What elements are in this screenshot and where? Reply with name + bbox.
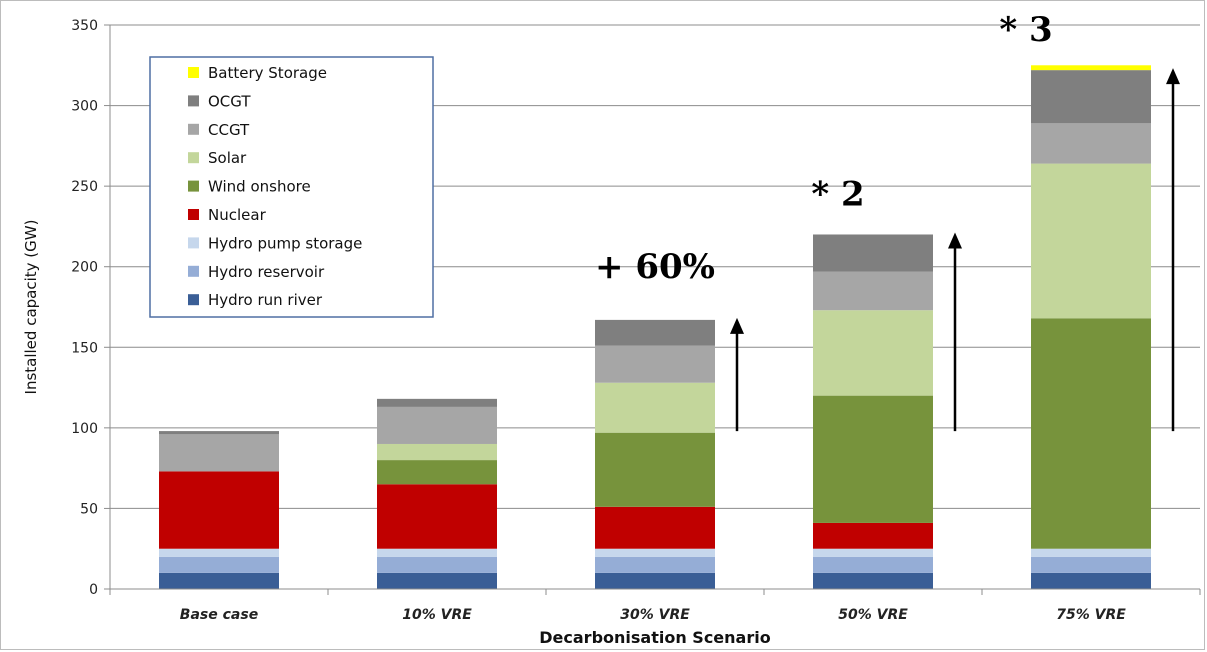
legend-swatch (188, 152, 199, 164)
x-tick-label: 30% VRE (620, 607, 690, 623)
legend-swatch (188, 180, 199, 192)
bar-segment-hydro-run-river (159, 572, 279, 589)
legend-swatch (188, 95, 199, 107)
legend-label: Solar (208, 149, 247, 167)
x-tick-label: 75% VRE (1056, 607, 1126, 623)
annotation-label: * 2 (811, 174, 864, 214)
x-tick-label: 50% VRE (838, 607, 908, 623)
bar-segment-solar (595, 382, 715, 433)
bar-segment-hydro-reservoir (1031, 556, 1151, 573)
bar-segment-hydro-pump-storage (1031, 548, 1151, 557)
bar-segment-ccgt (1031, 123, 1151, 164)
bar-segment-hydro-pump-storage (159, 548, 279, 557)
legend-label: Hydro pump storage (208, 234, 362, 252)
annotations: + 60% * 2 * 3 (595, 10, 1180, 432)
legend-label: OCGT (208, 92, 251, 110)
bar-segment-hydro-run-river (1031, 572, 1151, 589)
x-tick-label: Base case (180, 607, 258, 623)
bar-segment-wind-onshore (813, 395, 933, 523)
legend-swatch (188, 294, 199, 306)
legend-label: Battery Storage (208, 64, 327, 82)
bar-segment-hydro-reservoir (159, 556, 279, 573)
arrow-head (948, 232, 962, 249)
bar-segment-ocgt (159, 431, 279, 435)
bar-segment-nuclear (813, 522, 933, 549)
arrow-head (730, 317, 744, 334)
bar-segment-ocgt (813, 234, 933, 272)
bar-segment-solar (377, 443, 497, 461)
legend-swatch (188, 67, 199, 78)
bar-segment-solar (1031, 163, 1151, 319)
bar-segment-hydro-reservoir (377, 556, 497, 573)
bar-segment-ocgt (377, 398, 497, 407)
bar-segment-wind-onshore (595, 432, 715, 507)
y-axis-title: Installed capacity (GW) (22, 220, 40, 395)
bar-segment-hydro-pump-storage (813, 548, 933, 557)
bar-segment-ocgt (1031, 70, 1151, 124)
annotation-label: + 60% (595, 247, 715, 287)
y-tick-label: 300 (71, 99, 98, 115)
bar-segment-ccgt (813, 271, 933, 311)
bar-segment-nuclear (377, 484, 497, 549)
bar-segment-nuclear (595, 506, 715, 549)
bar-segment-solar (813, 310, 933, 396)
legend-label: Hydro reservoir (208, 263, 325, 281)
legend-swatch (188, 209, 199, 220)
bar-segment-wind-onshore (1031, 318, 1151, 549)
y-tick-label: 350 (71, 18, 98, 34)
bar-segment-hydro-run-river (595, 572, 715, 589)
y-tick-label: 200 (71, 260, 98, 276)
y-tick-label: 0 (89, 582, 98, 598)
bar-series (159, 65, 1151, 589)
x-tick-labels: Base case 10% VRE 30% VRE 50% VRE 75% VRE (180, 607, 1126, 623)
x-tick-label: 10% VRE (402, 607, 472, 623)
legend-label: Hydro run river (208, 291, 323, 309)
bar-segment-ccgt (595, 345, 715, 383)
bar-segment-hydro-pump-storage (377, 548, 497, 557)
bar-segment-hydro-run-river (377, 572, 497, 589)
bar-segment-battery-storage (1031, 65, 1151, 71)
legend-label: Nuclear (208, 206, 267, 224)
y-tick-label: 250 (71, 179, 98, 195)
legend: Battery Storage OCGT CCGT Solar Wind onshore… (149, 56, 434, 318)
y-tick-label: 50 (80, 501, 98, 517)
legend-label: Wind onshore (208, 178, 311, 196)
bar-segment-hydro-run-river (813, 572, 933, 589)
legend-swatch (188, 237, 199, 249)
bar-segment-ccgt (159, 434, 279, 472)
annotation-label: * 3 (999, 10, 1052, 50)
y-tick-labels: 0 50 100 150 200 250 300 350 (71, 18, 98, 598)
x-axis-title: Decarbonisation Scenario (539, 628, 770, 647)
legend-label: CCGT (208, 121, 250, 139)
arrow-head (1166, 68, 1180, 85)
axes (109, 25, 1201, 595)
bar-segment-nuclear (159, 471, 279, 549)
bar-segment-hydro-reservoir (813, 556, 933, 573)
y-tick-label: 150 (71, 340, 98, 356)
y-tick-label: 100 (71, 421, 98, 437)
bar-segment-wind-onshore (377, 460, 497, 485)
legend-swatch (188, 265, 199, 277)
bar-segment-ocgt (595, 319, 715, 346)
legend-swatch (188, 123, 199, 135)
bar-segment-ccgt (377, 406, 497, 444)
bar-segment-hydro-reservoir (595, 556, 715, 573)
bar-segment-hydro-pump-storage (595, 548, 715, 557)
